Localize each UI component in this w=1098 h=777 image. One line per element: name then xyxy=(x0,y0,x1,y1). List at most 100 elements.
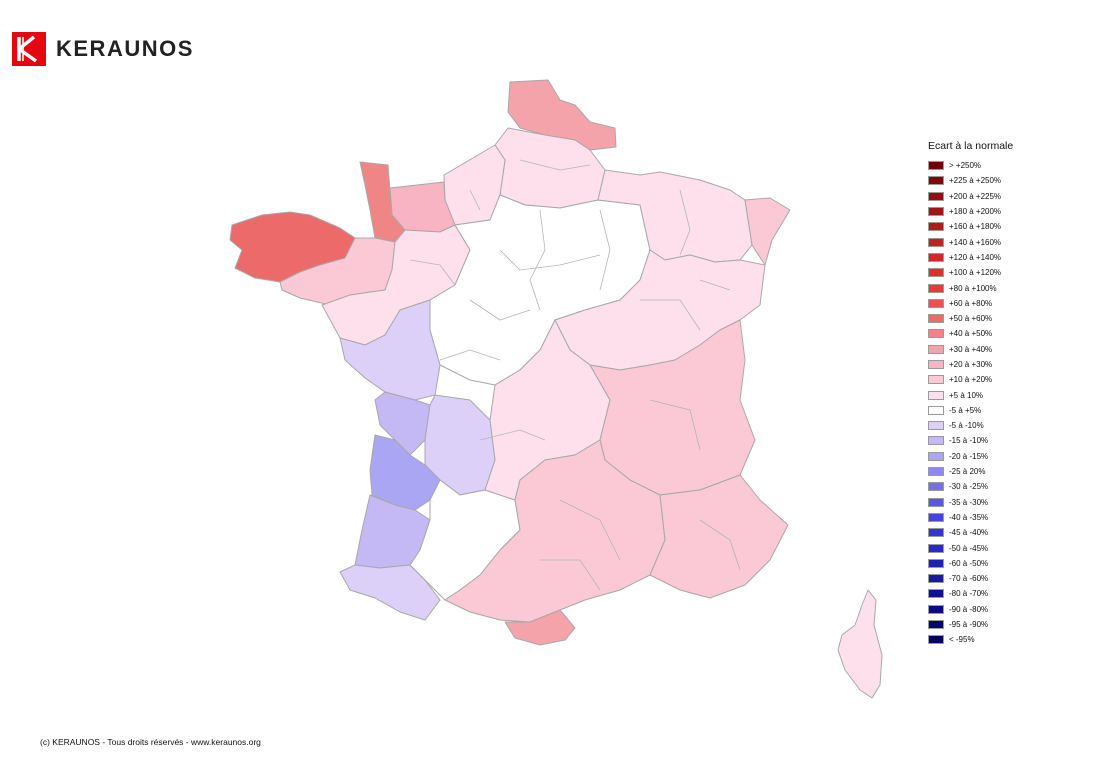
region-provence xyxy=(649,474,789,599)
legend-swatch xyxy=(928,574,944,584)
legend-swatch xyxy=(928,207,944,217)
legend-item: +100 à +120% xyxy=(928,265,1013,280)
legend-item: -45 à -40% xyxy=(928,525,1013,540)
legend-swatch xyxy=(928,329,944,339)
legend-label: +20 à +30% xyxy=(949,360,993,369)
department-borders xyxy=(409,159,741,591)
legend-item: +120 à +140% xyxy=(928,250,1013,265)
legend-swatch xyxy=(928,252,944,262)
legend-swatch xyxy=(928,344,944,354)
legend-item: +80 à +100% xyxy=(928,280,1013,295)
region-nord-pas-de-calais xyxy=(507,79,617,151)
legend-swatch xyxy=(928,558,944,568)
legend-label: -40 à -35% xyxy=(949,512,989,522)
legend-swatch xyxy=(928,482,944,492)
legend-swatch xyxy=(928,620,944,630)
legend-swatch xyxy=(928,436,944,446)
legend-item: +50 à +60% xyxy=(928,311,1013,326)
legend-item: > +250% xyxy=(928,158,1013,173)
legend-item: +20 à +30% xyxy=(928,357,1013,372)
legend-item: +200 à +225% xyxy=(928,189,1013,204)
legend-swatch xyxy=(928,497,944,507)
legend-item: +10 à +20% xyxy=(928,372,1013,387)
legend-label: -5 à -10% xyxy=(949,421,984,431)
legend-item: +180 à +200% xyxy=(928,204,1013,219)
region-corse xyxy=(837,589,883,699)
legend-swatch xyxy=(928,528,944,538)
legend-item: -30 à -25% xyxy=(928,479,1013,494)
legend-label: < -95% xyxy=(949,635,975,645)
legend-item: -5 à -10% xyxy=(928,418,1013,433)
legend-swatch xyxy=(928,405,944,415)
legend-label: -25 à 20% xyxy=(949,467,986,477)
legend-swatch xyxy=(928,176,944,186)
region-pyrenees-orientales xyxy=(504,609,576,646)
legend-label: +50 à +60% xyxy=(949,314,993,324)
legend-label: -5 à +5% xyxy=(949,405,982,415)
map-legend: Ecart à la normale > +250% +225 à +250% +2… xyxy=(928,140,1013,648)
legend-title: Ecart à la normale xyxy=(928,140,1014,152)
legend-swatch xyxy=(928,635,944,645)
legend-label: -90 à -80% xyxy=(949,604,989,614)
legend-swatch xyxy=(928,360,944,369)
legend-items: > +250% +225 à +250% +200 à +225% +180 à +2… xyxy=(928,158,1013,648)
legend-item: -95 à -90% xyxy=(928,617,1013,632)
legend-label: > +250% xyxy=(949,161,982,171)
legend-label: -50 à -45% xyxy=(949,543,989,553)
legend-swatch xyxy=(928,268,944,278)
legend-label: +180 à +200% xyxy=(949,207,1002,217)
legend-item: +140 à +160% xyxy=(928,234,1013,249)
legend-item: +5 à 10% xyxy=(928,387,1013,402)
legend-label: -60 à -50% xyxy=(949,558,989,568)
legend-item: < -95% xyxy=(928,632,1013,647)
legend-label: +160 à +180% xyxy=(949,222,1002,232)
region-midi-pyrenees-languedoc xyxy=(444,439,666,623)
legend-swatch xyxy=(928,512,944,522)
legend-item: -5 à +5% xyxy=(928,403,1013,418)
legend-label: -35 à -30% xyxy=(949,497,989,507)
brand-name: KERAUNOS xyxy=(56,36,194,61)
legend-label: +80 à +100% xyxy=(949,283,997,293)
legend-swatch xyxy=(928,161,944,171)
legend-swatch xyxy=(928,283,944,293)
legend-swatch xyxy=(928,314,944,324)
legend-label: +100 à +120% xyxy=(949,268,1002,278)
legend-swatch xyxy=(928,589,944,599)
legend-item: -80 à -70% xyxy=(928,586,1013,601)
legend-swatch xyxy=(928,222,944,232)
legend-label: +200 à +225% xyxy=(949,191,1002,201)
legend-swatch xyxy=(928,191,944,201)
legend-item: -70 à -60% xyxy=(928,571,1013,586)
legend-item: -35 à -30% xyxy=(928,495,1013,510)
legend-swatch xyxy=(928,421,944,431)
legend-item: -40 à -35% xyxy=(928,510,1013,525)
legend-swatch xyxy=(928,604,944,614)
legend-label: +5 à 10% xyxy=(949,390,984,400)
legend-item: -25 à 20% xyxy=(928,464,1013,479)
legend-item: +60 à +80% xyxy=(928,296,1013,311)
legend-label: -30 à -25% xyxy=(949,482,989,492)
legend-item: +40 à +50% xyxy=(928,326,1013,341)
region-alsace xyxy=(744,197,791,266)
legend-item: +160 à +180% xyxy=(928,219,1013,234)
legend-swatch xyxy=(928,390,944,400)
legend-swatch xyxy=(928,467,944,477)
copyright-footer: (c) KERAUNOS - Tous droits réservés - ww… xyxy=(40,737,261,747)
legend-label: +10 à +20% xyxy=(949,375,993,385)
legend-label: -70 à -60% xyxy=(949,574,989,584)
legend-label: +140 à +160% xyxy=(949,237,1002,247)
legend-swatch xyxy=(928,451,944,461)
legend-item: -50 à -45% xyxy=(928,540,1013,555)
keraunos-logo: KERAUNOS xyxy=(12,32,194,66)
legend-label: +30 à +40% xyxy=(949,344,993,354)
legend-swatch xyxy=(928,237,944,247)
legend-label: +40 à +50% xyxy=(949,329,993,339)
legend-label: -95 à -90% xyxy=(949,620,989,630)
legend-item: -15 à -10% xyxy=(928,433,1013,448)
legend-label: +60 à +80% xyxy=(949,298,993,308)
legend-item: -60 à -50% xyxy=(928,556,1013,571)
legend-item: +30 à +40% xyxy=(928,342,1013,357)
region-vendee-charente xyxy=(339,299,441,401)
legend-item: +225 à +250% xyxy=(928,173,1013,188)
